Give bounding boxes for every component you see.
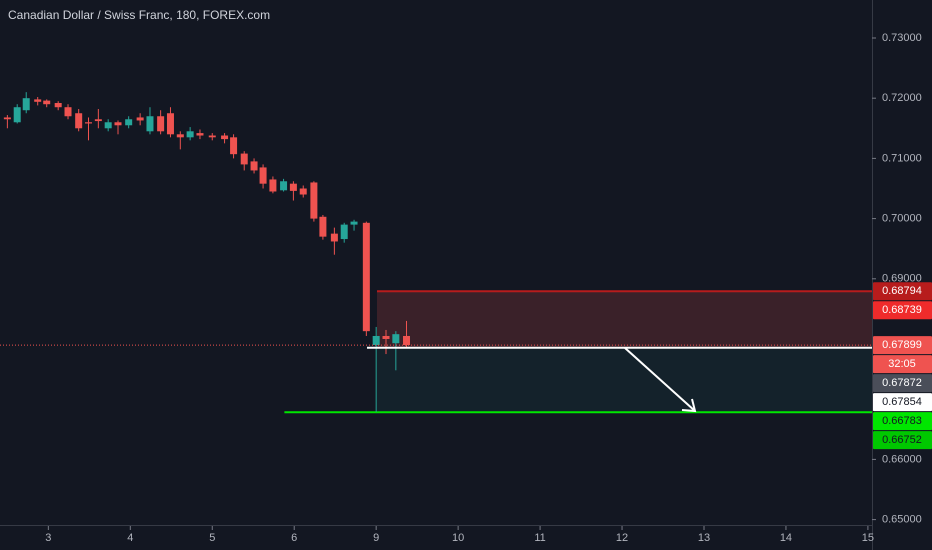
y-tick-label: 0.71000: [882, 152, 922, 164]
candle-body: [104, 122, 112, 129]
candle-body: [319, 216, 327, 237]
candle-body: [125, 119, 133, 126]
candle-body: [250, 161, 258, 171]
y-tick-label: 0.65000: [882, 514, 922, 526]
candle-body: [280, 181, 288, 191]
price-label: 0.67899: [882, 339, 922, 351]
candle-body: [146, 116, 154, 132]
candle-body: [230, 137, 238, 155]
candle-body: [310, 182, 318, 219]
candle-body: [402, 335, 410, 346]
price-label-box: [873, 374, 932, 393]
candle-body: [330, 233, 338, 242]
price-label: 0.67872: [882, 377, 922, 389]
stop-zone: [376, 291, 872, 348]
y-tick-label: 0.70000: [882, 212, 922, 224]
candle-body: [3, 117, 11, 120]
candle-body: [64, 107, 72, 117]
candle-body: [289, 183, 297, 191]
target-zone: [376, 347, 872, 413]
candle-body: [340, 224, 348, 240]
candle-body: [176, 134, 184, 138]
price-label: 0.66783: [882, 415, 922, 427]
candle-body: [299, 188, 307, 195]
price-label-box: [873, 301, 932, 320]
x-tick-label: 5: [209, 532, 215, 544]
price-label: 0.68794: [882, 285, 922, 297]
candle-body: [85, 122, 93, 124]
candle-body: [186, 131, 194, 138]
candle-body: [269, 179, 277, 192]
x-tick-label: 15: [862, 532, 874, 544]
candle-body: [362, 222, 370, 332]
price-label-box: [873, 412, 932, 431]
candle-body: [259, 167, 267, 184]
y-tick-label: 0.66000: [882, 453, 922, 465]
chart-title: Canadian Dollar / Swiss Franc, 180, FORE…: [8, 8, 270, 22]
candle-body: [166, 113, 174, 135]
x-tick-label: 4: [127, 532, 133, 544]
candle-body: [114, 122, 122, 126]
price-label: 0.66752: [882, 434, 922, 446]
y-tick-label: 0.72000: [882, 92, 922, 104]
x-tick-label: 12: [616, 532, 628, 544]
price-label-box: [873, 336, 932, 355]
price-label-box: [873, 393, 932, 412]
candle-body: [54, 103, 62, 108]
candle-body: [22, 98, 30, 111]
x-tick-label: 10: [452, 532, 464, 544]
x-tick-label: 11: [534, 532, 545, 544]
price-label: 32:05: [888, 358, 916, 370]
price-label: 0.68739: [882, 304, 922, 316]
price-label: 0.67854: [882, 396, 922, 408]
candle-body: [13, 107, 21, 123]
candle-body: [94, 119, 102, 122]
x-tick-label: 14: [780, 532, 792, 544]
arrow: [624, 347, 697, 413]
candle-body: [240, 153, 248, 165]
candle-body: [372, 335, 380, 346]
candle-body: [43, 100, 51, 105]
y-tick-label: 0.73000: [882, 32, 922, 44]
candle-body: [221, 135, 229, 140]
candle-body: [75, 113, 83, 129]
candle-body: [34, 99, 42, 102]
candle-body: [196, 133, 204, 136]
candle-body: [208, 135, 216, 138]
candle-body: [136, 117, 144, 121]
candle-body: [382, 335, 390, 339]
y-tick-label: 0.69000: [882, 273, 922, 285]
x-tick-label: 9: [373, 532, 379, 544]
price-label-box: [873, 431, 932, 450]
x-tick-label: 13: [698, 532, 710, 544]
x-tick-label: 6: [291, 532, 297, 544]
price-label-box: [873, 355, 932, 374]
candle-body: [350, 221, 358, 225]
price-label-box: [873, 282, 932, 301]
x-tick-label: 3: [45, 532, 51, 544]
candle-body: [157, 116, 165, 132]
candle-body: [392, 334, 400, 344]
